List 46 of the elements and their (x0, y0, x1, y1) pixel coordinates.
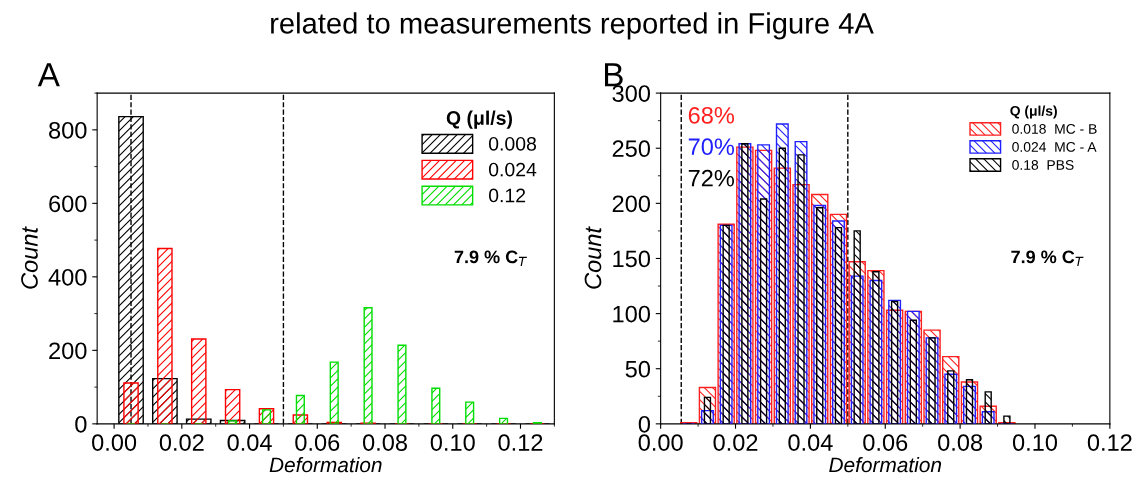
legend-label: 0.018 MC - B (1012, 123, 1097, 134)
legend-label: 0.12 (488, 188, 526, 203)
x-tick-label: 0.04 (788, 434, 833, 451)
x-tick-label: 0.08 (938, 434, 983, 451)
legend-label: 0.18 PBS (1012, 160, 1074, 170)
legend-title: Q (μl/s) (446, 110, 512, 129)
annotation: 72% (688, 169, 735, 187)
legend-title: Q (μl/s) (1010, 105, 1057, 119)
x-tick-label: 0.06 (863, 434, 908, 451)
x-tick-label: 0.08 (362, 434, 407, 451)
chart-title: B (604, 63, 623, 87)
annotation: 7.9 % C$_{T}$ (454, 250, 527, 267)
x-tick-label: 0.02 (713, 434, 758, 451)
y-tick-label: 0 (75, 415, 87, 433)
annotation: 68% (688, 106, 735, 124)
x-axis-title: Deformation (829, 456, 942, 473)
x-tick-label: 0.10 (1012, 434, 1058, 451)
y-tick-label: 400 (48, 268, 87, 286)
y-tick-label: 200 (612, 195, 651, 213)
chart-title: A (37, 63, 60, 87)
annotation: 7.9 % C$_{T}$ (1011, 250, 1084, 267)
y-tick-label: 100 (613, 305, 651, 323)
y-axis-title: Count (21, 226, 38, 289)
x-axis-title: Deformation (269, 456, 382, 473)
y-tick-label: 0 (638, 415, 651, 433)
y-tick-label: 200 (49, 342, 87, 360)
x-tick-label: 0.00 (638, 434, 683, 451)
y-tick-label: 50 (625, 360, 651, 378)
legend-label: 0.008 (488, 136, 537, 151)
y-axis-title: Count (584, 226, 602, 289)
y-tick-label: 600 (49, 195, 87, 213)
x-tick-label: 0.12 (498, 434, 543, 451)
x-tick-label: 0.04 (227, 434, 272, 451)
x-tick-label: 0.10 (430, 434, 475, 451)
y-tick-label: 250 (612, 140, 651, 158)
x-tick-label: 0.12 (1087, 434, 1132, 451)
chart-subtitle: related to measurements reported in Figure 4A (271, 12, 874, 40)
y-tick-label: 150 (613, 250, 651, 268)
y-tick-label: 300 (612, 85, 651, 102)
annotation: 70% (688, 138, 735, 156)
x-tick-label: 0.06 (295, 434, 340, 451)
y-tick-label: 800 (49, 121, 87, 139)
x-tick-label: 0.00 (92, 434, 137, 451)
legend-label: 0.024 MC - A (1012, 142, 1097, 152)
x-tick-label: 0.02 (159, 434, 204, 451)
legend-label: 0.024 (488, 162, 537, 177)
